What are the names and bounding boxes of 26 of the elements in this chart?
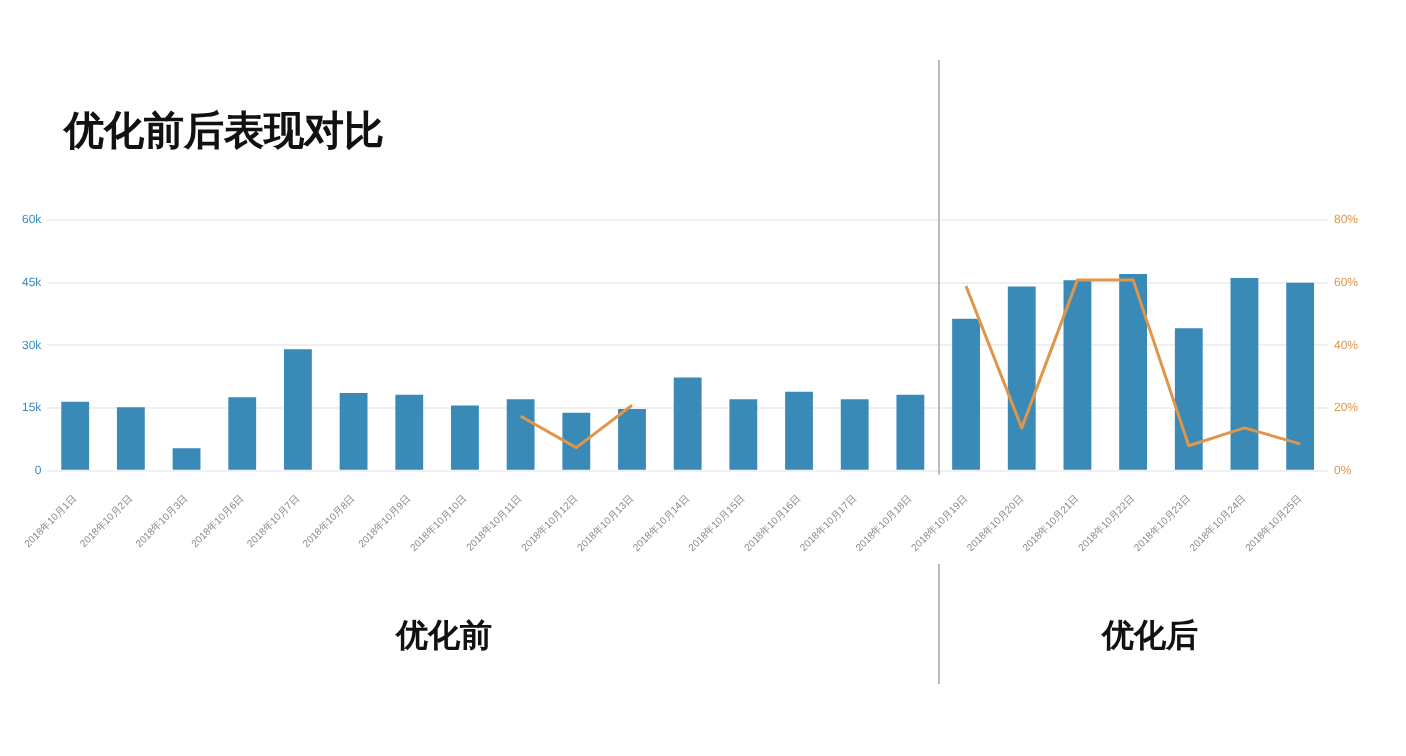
bar xyxy=(1286,282,1315,470)
bar xyxy=(172,448,201,470)
bar xyxy=(1063,280,1092,470)
bar xyxy=(618,408,646,470)
bar xyxy=(451,405,479,470)
bar xyxy=(562,412,591,470)
bar xyxy=(116,407,145,470)
bar xyxy=(785,391,813,470)
chart-title: 优化前后表现对比 xyxy=(64,104,384,158)
bar xyxy=(1230,278,1259,470)
bar xyxy=(840,399,869,470)
bar xyxy=(395,394,424,470)
text: 优化后 xyxy=(1102,616,1198,658)
bar xyxy=(673,377,702,470)
bar xyxy=(1119,273,1148,470)
bar xyxy=(506,399,535,470)
bar xyxy=(729,399,758,470)
bar xyxy=(228,397,257,470)
text: 优化前 xyxy=(396,616,492,658)
bar xyxy=(1174,328,1203,470)
bar xyxy=(1007,286,1036,470)
bar xyxy=(283,349,312,470)
bar xyxy=(952,318,980,470)
bar xyxy=(896,394,925,470)
bar xyxy=(61,401,90,470)
bar xyxy=(339,393,368,470)
